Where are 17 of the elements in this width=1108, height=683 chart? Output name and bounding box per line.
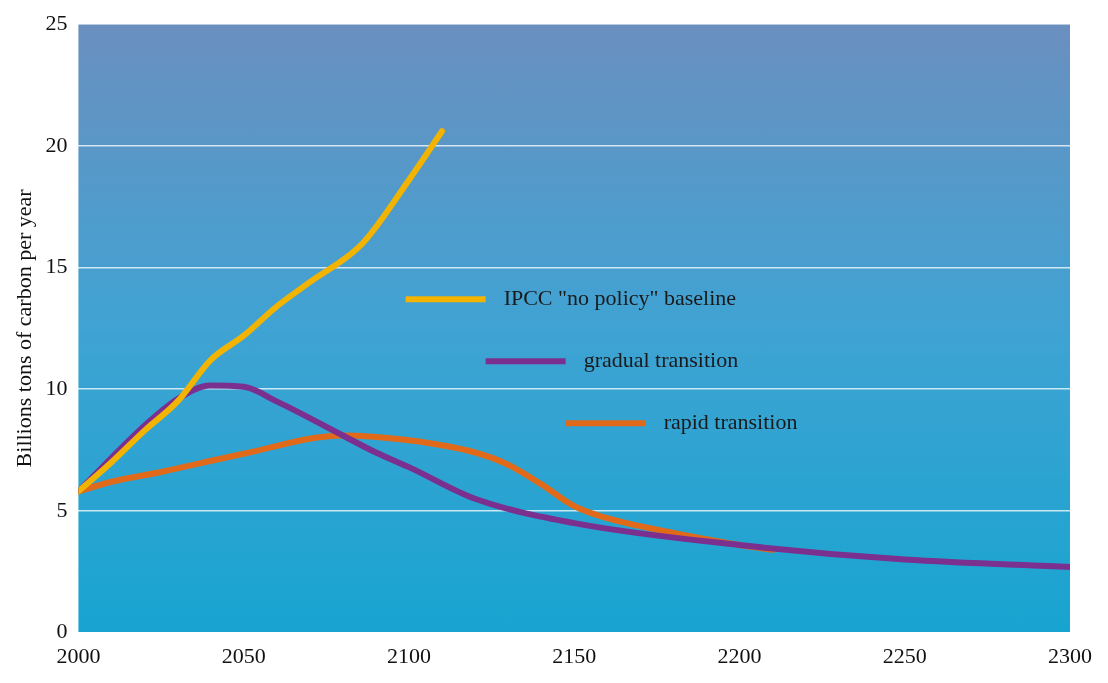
x-tick-label: 2050 [221,642,266,668]
legend-label: gradual transition [583,346,739,372]
y-tick-label: 25 [45,9,68,35]
y-tick-label: 5 [56,496,68,522]
x-tick-label: 2100 [386,642,431,668]
x-tick-label: 2150 [552,642,597,668]
x-tick-label: 2300 [1048,642,1092,668]
y-axis-title: Billions tons of carbon per year [10,188,36,468]
y-tick-label: 20 [45,131,68,157]
x-tick-label: 2200 [717,642,762,668]
x-tick-label: 2250 [882,642,927,668]
x-tick-label: 2000 [56,642,101,668]
y-tick-label: 10 [45,375,68,401]
y-tick-label: 0 [56,618,68,644]
legend-label: IPCC "no policy" baseline [503,284,737,310]
y-tick-label: 15 [45,253,68,279]
legend-label: rapid transition [663,408,798,434]
